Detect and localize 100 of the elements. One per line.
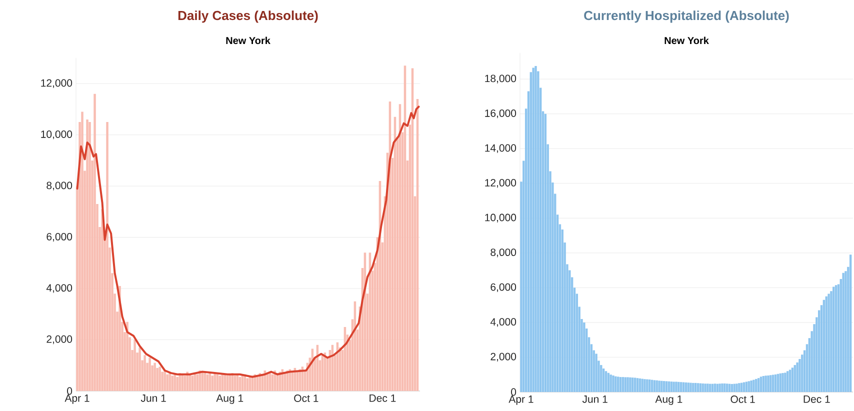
bar [704, 384, 706, 392]
bar [670, 382, 672, 392]
bar [760, 376, 762, 392]
x-tick-label: Aug 1 [216, 394, 244, 404]
bar [702, 383, 704, 392]
bar [678, 382, 680, 392]
bar [774, 374, 777, 392]
bar [656, 380, 658, 392]
bar [206, 374, 208, 391]
bar [134, 340, 136, 391]
y-tick-label: 4,000 [46, 284, 72, 293]
bar [733, 384, 736, 392]
bar [828, 294, 830, 392]
bar [191, 376, 194, 391]
bar [188, 374, 191, 391]
bar [791, 368, 794, 392]
bar [619, 377, 622, 392]
bar [762, 376, 764, 392]
bar [663, 381, 666, 392]
bar [706, 384, 709, 392]
bar [660, 380, 663, 392]
bar [646, 379, 648, 392]
bar [201, 372, 204, 391]
bar [234, 376, 236, 391]
bar [184, 376, 186, 391]
bar [532, 68, 534, 392]
bar [716, 384, 718, 392]
y-tick-label: 12,000 [41, 79, 72, 88]
bar [692, 382, 694, 392]
bar [196, 374, 198, 391]
bar [842, 272, 844, 392]
bar [636, 378, 639, 392]
y-tick-label: 14,000 [485, 144, 516, 153]
bar [638, 378, 641, 392]
bar [534, 66, 537, 392]
bar [779, 373, 782, 392]
bar [629, 377, 632, 392]
chart-title: Daily Cases (Absolute) [178, 10, 318, 23]
bar [694, 382, 697, 392]
bar [612, 375, 614, 392]
bar [602, 368, 605, 392]
y-tick-label: 6,000 [490, 283, 516, 292]
bar [714, 384, 716, 392]
bar [544, 114, 547, 392]
bar [726, 384, 728, 392]
bar [176, 376, 178, 391]
bar [648, 379, 651, 392]
bar [216, 374, 218, 391]
bar [750, 380, 752, 392]
bar [767, 375, 770, 392]
bar [607, 372, 610, 392]
bar [782, 373, 784, 392]
y-tick-label: 2,000 [490, 352, 516, 362]
bar [148, 358, 151, 391]
y-tick-label: 10,000 [485, 214, 516, 222]
bar [211, 376, 214, 391]
y-tick-label: 18,000 [485, 74, 516, 84]
bar [798, 358, 801, 392]
bar [784, 372, 786, 392]
bar [604, 371, 608, 392]
bar [742, 382, 746, 392]
bar [675, 382, 678, 392]
bar [672, 382, 675, 392]
bar [748, 381, 750, 392]
bar [181, 374, 184, 391]
x-tick-label: Oct 1 [730, 396, 755, 403]
bar [796, 362, 798, 392]
y-tick-label: 0 [511, 388, 516, 396]
bar [144, 355, 146, 391]
bar [228, 374, 231, 391]
bar [158, 366, 161, 391]
bar [724, 383, 726, 392]
bar [772, 374, 774, 392]
bar [740, 382, 743, 392]
bar [106, 122, 108, 391]
bar [752, 380, 755, 392]
x-tick-label: Jun 1 [582, 396, 608, 403]
chart-title: Currently Hospitalized (Absolute) [584, 10, 789, 23]
bar [218, 376, 221, 391]
x-tick-label: Jun 1 [140, 394, 166, 402]
bar [786, 371, 789, 392]
bar [208, 373, 211, 391]
chart-subtitle: New York [664, 36, 709, 44]
bar [684, 382, 687, 392]
bar [849, 254, 852, 392]
bar [138, 347, 141, 391]
bar [801, 354, 804, 392]
bar [224, 374, 226, 391]
x-tick-label: Dec 1 [370, 394, 396, 402]
y-tick-label: 8,000 [490, 248, 516, 258]
bar [171, 376, 174, 391]
bar [634, 378, 636, 392]
bar [583, 322, 586, 392]
bar [595, 354, 598, 392]
bar [650, 380, 654, 392]
bar [788, 370, 792, 392]
bar [825, 296, 828, 392]
bar [610, 374, 612, 392]
bar [174, 374, 176, 391]
bar [246, 378, 249, 391]
